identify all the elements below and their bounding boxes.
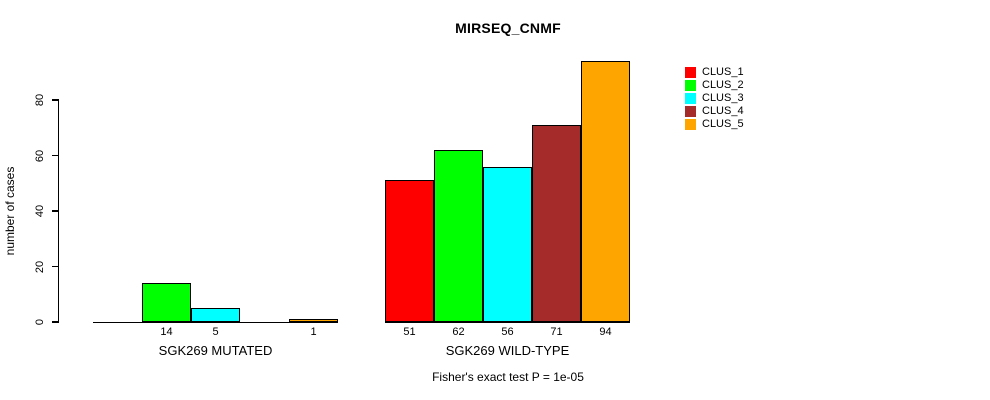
legend-item: CLUS_4	[685, 105, 744, 118]
legend-swatch-icon	[685, 106, 696, 117]
y-tick-label: 0	[34, 318, 46, 326]
stat-annotation: Fisher's exact test P = 1e-05	[432, 370, 584, 384]
legend: CLUS_1 CLUS_2 CLUS_3 CLUS_4 CLUS_5	[685, 66, 744, 131]
legend-item: CLUS_5	[685, 118, 744, 131]
legend-swatch-icon	[685, 119, 696, 130]
y-tick-label: 80	[34, 93, 46, 107]
chart-title: MIRSEQ_CNMF	[455, 20, 561, 36]
x-axis-baseline	[93, 322, 338, 324]
y-tick-mark	[52, 321, 59, 323]
y-tick-label: 20	[34, 260, 46, 273]
y-tick-label: 40	[34, 204, 46, 218]
x-axis-baseline	[385, 322, 630, 324]
legend-swatch-icon	[685, 93, 696, 104]
bar-value-label: 14	[160, 326, 173, 338]
bar-clus_5	[289, 319, 338, 322]
bar-value-label: 71	[550, 326, 563, 338]
legend-item: CLUS_1	[685, 66, 744, 79]
y-tick-mark	[52, 210, 59, 212]
bar-clus_2	[434, 149, 483, 322]
bar-clus_3	[191, 308, 240, 322]
bar-value-label: 5	[212, 326, 219, 338]
y-tick-mark	[52, 265, 59, 268]
legend-label: CLUS_3	[702, 92, 744, 104]
bar-clus_4	[532, 124, 581, 322]
y-tick-mark	[52, 99, 59, 101]
legend-label: CLUS_1	[702, 66, 744, 78]
legend-item: CLUS_2	[685, 79, 744, 92]
y-tick-mark	[52, 154, 59, 157]
legend-swatch-icon	[685, 67, 696, 78]
bar-value-label: 1	[310, 326, 317, 338]
legend-label: CLUS_5	[702, 118, 744, 130]
y-axis-label: number of cases	[3, 166, 17, 256]
bar-clus_2	[142, 283, 191, 322]
bar-clus_1	[385, 180, 434, 322]
legend-swatch-icon	[685, 80, 696, 91]
group-label: SGK269 WILD-TYPE	[445, 343, 570, 358]
group-label: SGK269 MUTATED	[158, 343, 273, 358]
bar-value-label: 56	[501, 326, 514, 338]
bar-value-label: 62	[452, 326, 465, 338]
bar-clus_3	[483, 166, 532, 322]
bar-clus_5	[581, 61, 630, 322]
legend-item: CLUS_3	[685, 92, 744, 105]
legend-label: CLUS_2	[702, 79, 744, 91]
bar-value-label: 94	[599, 326, 612, 338]
y-tick-label: 60	[34, 149, 46, 162]
legend-label: CLUS_4	[702, 105, 744, 117]
bar-value-label: 51	[403, 326, 416, 338]
